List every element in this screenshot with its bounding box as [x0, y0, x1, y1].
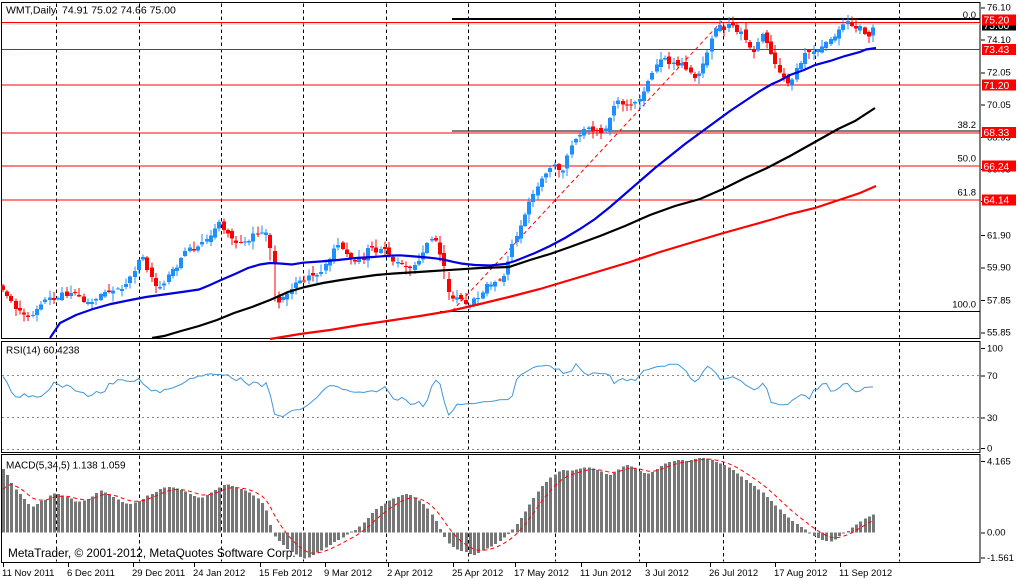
svg-text:100: 100 — [987, 343, 1003, 354]
svg-text:6 Dec 2011: 6 Dec 2011 — [67, 568, 115, 579]
svg-text:75.00: 75.00 — [984, 21, 1010, 32]
svg-text:74.10: 74.10 — [987, 35, 1011, 46]
svg-text:MACD(5,34,5) 1.138 1.059: MACD(5,34,5) 1.138 1.059 — [6, 461, 126, 472]
svg-text:75.20: 75.20 — [984, 16, 1010, 27]
svg-text:17 Aug 2012: 17 Aug 2012 — [774, 568, 827, 579]
svg-text:64.14: 64.14 — [984, 196, 1010, 207]
svg-text:11 Nov 2011: 11 Nov 2011 — [2, 568, 54, 579]
svg-text:0: 0 — [987, 443, 992, 454]
svg-text:RSI(14) 60.4238: RSI(14) 60.4238 — [6, 346, 80, 357]
svg-text:2 Apr 2012: 2 Apr 2012 — [387, 568, 433, 579]
svg-text:73.43: 73.43 — [984, 45, 1010, 56]
svg-text:59.90: 59.90 — [987, 263, 1011, 274]
svg-text:WMT,Daily 74.91 75.02 74.66 7: WMT,Daily 74.91 75.02 74.66 75.00 — [6, 5, 176, 17]
svg-text:68.33: 68.33 — [984, 128, 1010, 139]
svg-text:70: 70 — [987, 371, 998, 382]
svg-text:72.05: 72.05 — [987, 68, 1011, 79]
svg-text:17 May 2012: 17 May 2012 — [514, 568, 569, 579]
svg-text:38.2: 38.2 — [958, 120, 977, 131]
svg-text:100.0: 100.0 — [952, 300, 976, 311]
svg-text:30: 30 — [987, 413, 998, 424]
svg-text:66.24: 66.24 — [984, 162, 1010, 173]
svg-text:61.8: 61.8 — [958, 187, 977, 198]
svg-text:26 Jul 2012: 26 Jul 2012 — [709, 568, 758, 579]
svg-text:MetaTrader, © 2001-2012, MetaQ: MetaTrader, © 2001-2012, MetaQuotes Soft… — [8, 546, 296, 560]
svg-text:11 Sep 2012: 11 Sep 2012 — [839, 568, 892, 579]
svg-text:-1.561: -1.561 — [987, 553, 1014, 564]
svg-text:29 Dec 2011: 29 Dec 2011 — [132, 568, 185, 579]
svg-text:4.165: 4.165 — [987, 457, 1011, 468]
svg-text:76.10: 76.10 — [987, 3, 1011, 14]
svg-text:9 Mar 2012: 9 Mar 2012 — [324, 568, 372, 579]
svg-text:61.90: 61.90 — [987, 231, 1011, 242]
svg-text:3 Jul 2012: 3 Jul 2012 — [645, 568, 689, 579]
svg-text:15 Feb 2012: 15 Feb 2012 — [259, 568, 312, 579]
svg-text:70.05: 70.05 — [987, 100, 1011, 111]
svg-text:24 Jan 2012: 24 Jan 2012 — [193, 568, 245, 579]
svg-text:57.85: 57.85 — [987, 296, 1011, 307]
svg-text:50.0: 50.0 — [958, 154, 977, 165]
svg-text:11 Jun 2012: 11 Jun 2012 — [580, 568, 632, 579]
svg-text:55.85: 55.85 — [987, 328, 1011, 339]
svg-text:71.20: 71.20 — [984, 81, 1010, 92]
svg-text:0.00: 0.00 — [987, 528, 1006, 539]
svg-text:25 Apr 2012: 25 Apr 2012 — [452, 568, 503, 579]
svg-text:0.0: 0.0 — [963, 10, 976, 21]
